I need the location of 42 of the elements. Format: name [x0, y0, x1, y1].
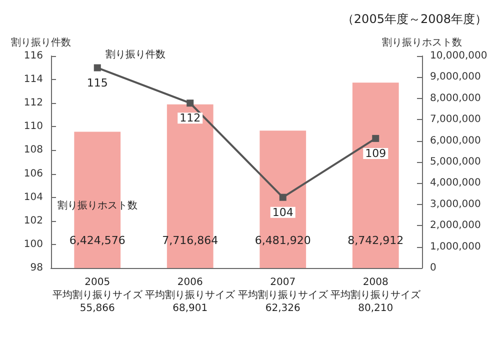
- data-label: 112: [180, 112, 201, 125]
- series-label: 割り振りホスト数: [57, 200, 138, 212]
- point: [372, 134, 380, 142]
- y2-tick-label: 7,000,000: [430, 114, 481, 126]
- y2-axis-title: 割り振りホスト数: [382, 36, 462, 48]
- data-label: 104: [272, 206, 294, 219]
- y-tick-label: 100: [24, 238, 43, 250]
- series-label: 割り振り件数: [105, 48, 166, 60]
- y2-tick-label: 0: [430, 262, 436, 274]
- x-tick-label: 2005 平均割り振りサイズ 55,866: [52, 277, 144, 314]
- data-label: 6,424,576: [69, 234, 126, 247]
- point: [186, 100, 194, 107]
- data-label: 7,716,864: [162, 234, 218, 247]
- y-tick-label: 114: [24, 74, 43, 86]
- y2-tick-label: 4,000,000: [430, 178, 481, 189]
- y-tick-label: 98: [30, 262, 43, 274]
- y2-tick-label: 1,000,000: [430, 241, 481, 252]
- y-tick-label: 110: [24, 121, 43, 132]
- y-tick-label: 116: [24, 50, 43, 62]
- point: [94, 64, 101, 72]
- data-label: 6,481,920: [254, 234, 311, 247]
- y-tick-label: 102: [24, 215, 43, 226]
- y-tick-label: 112: [24, 98, 43, 109]
- y-axis-title: 割り振り件数: [11, 36, 71, 48]
- y2-tick-label: 9,000,000: [430, 72, 481, 83]
- data-label: 115: [86, 76, 108, 90]
- x-tick-label: 2008 平均割り振りサイズ 80,210: [330, 277, 422, 314]
- y2-tick-label: 6,000,000: [430, 135, 481, 146]
- y2-tick-label: 8,000,000: [430, 92, 481, 104]
- data-label: 109: [365, 146, 386, 160]
- chart-title: （2005年度～2008年度）: [342, 12, 487, 26]
- y2-tick-label: 2,000,000: [430, 220, 481, 232]
- y2-tick-label: 5,000,000: [430, 156, 481, 168]
- x-tick-label: 2007 平均割り振りサイズ 62,326: [238, 277, 329, 314]
- data-label: 8,742,912: [348, 234, 404, 247]
- y-tick-label: 106: [24, 168, 43, 180]
- y-tick-label: 104: [24, 192, 43, 203]
- y2-tick-label: 10,000,000: [430, 50, 488, 62]
- x-tick-label: 2006 平均割り振りサイズ 68,901: [145, 277, 236, 314]
- y2-tick-label: 3,000,000: [430, 198, 481, 210]
- y-tick-label: 108: [24, 144, 43, 156]
- point: [279, 194, 286, 201]
